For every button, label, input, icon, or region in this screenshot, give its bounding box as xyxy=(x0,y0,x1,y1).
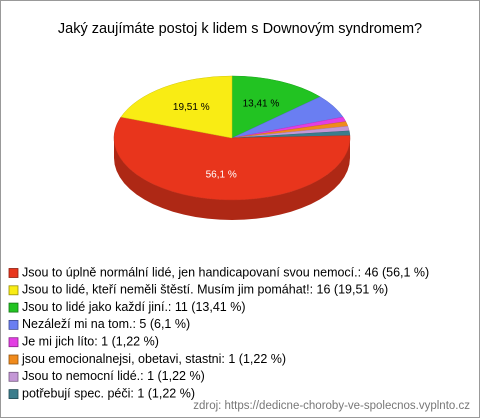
legend-swatch xyxy=(8,354,19,365)
legend-label: jsou emocionalnejsi, obetavi, stastni: 1… xyxy=(21,352,286,366)
legend-label: Jsou to lidé jako každí jiní.: 11 (13,41… xyxy=(22,300,246,314)
legend-swatch xyxy=(8,319,19,330)
legend-swatch xyxy=(8,285,19,296)
legend-label: potřebují spec. péči: 1 (1,22 %) xyxy=(22,386,195,400)
slice-label: 19,51 % xyxy=(173,102,210,113)
legend-label: Jsou to nemocní lidé.: 1 (1,22 %) xyxy=(22,369,205,383)
pie-slice xyxy=(113,116,351,201)
pie-tops xyxy=(113,75,351,201)
chart-title: Jaký zaujímáte postoj k lidem s Downovým… xyxy=(58,21,422,37)
legend-label: Je mi jich líto: 1 (1,22 %) xyxy=(22,334,159,348)
pie-slice xyxy=(120,75,233,139)
pie-slice xyxy=(231,75,321,139)
legend-label: Nezáleží mi na tom.: 5 (6,1 %) xyxy=(22,317,190,331)
slice-label: 56,1 % xyxy=(206,169,237,180)
legend-swatch xyxy=(8,389,19,400)
legend: Jsou to úplně normální lidé, jen handica… xyxy=(8,265,429,400)
legend-label: Jsou to úplně normální lidé, jen handica… xyxy=(22,265,429,279)
pie-sides xyxy=(114,138,350,220)
legend-swatch xyxy=(8,337,19,348)
legend-label: Jsou to lidé, kteří neměli štěstí. Musím… xyxy=(22,283,388,297)
source: zdroj: https://dedicne-choroby-ve-spolec… xyxy=(193,400,470,412)
pie-labels: 13,41 % 56,1 % 19,51 % xyxy=(173,99,279,181)
pie-side xyxy=(114,138,350,220)
legend-swatch xyxy=(8,268,19,278)
legend-swatch xyxy=(8,371,19,382)
legend-swatch xyxy=(8,302,19,313)
slice-label: 13,41 % xyxy=(243,99,280,110)
